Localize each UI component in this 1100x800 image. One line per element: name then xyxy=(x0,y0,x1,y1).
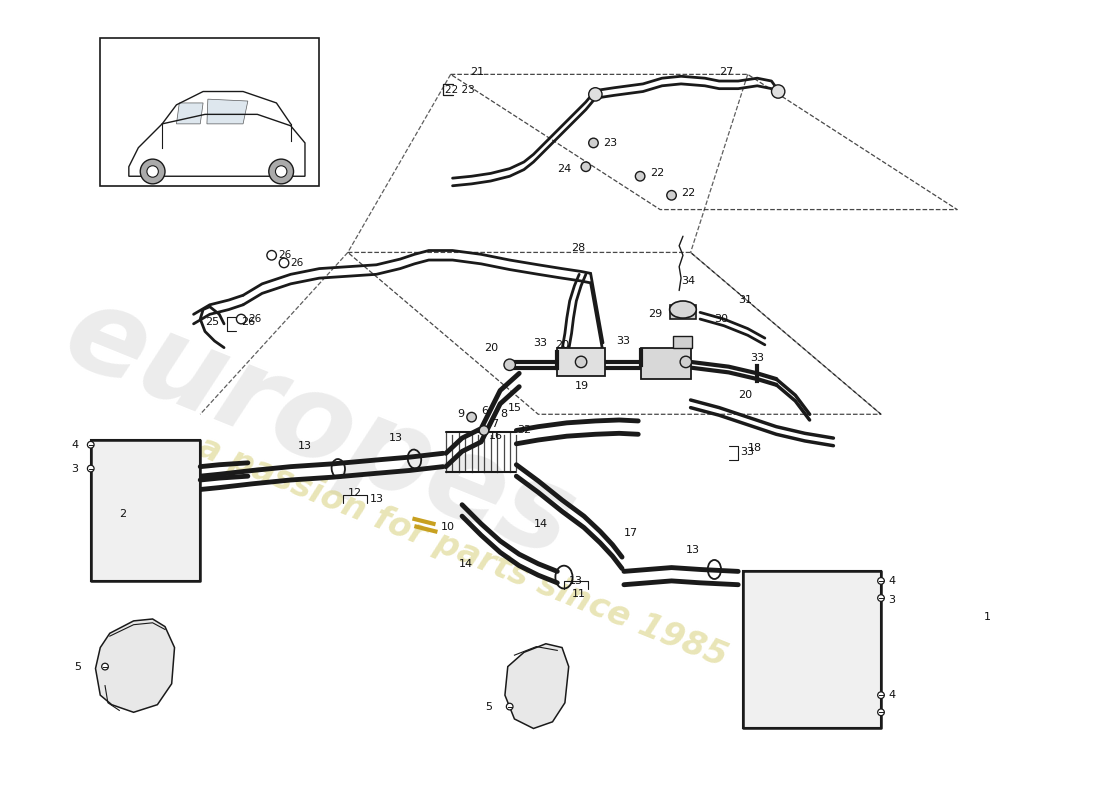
Text: 14: 14 xyxy=(534,518,548,529)
Text: 1: 1 xyxy=(983,612,991,622)
Text: 6: 6 xyxy=(481,406,488,417)
Text: 10: 10 xyxy=(441,522,455,532)
Text: 32: 32 xyxy=(517,426,531,435)
Text: 3: 3 xyxy=(72,463,78,474)
Circle shape xyxy=(680,356,692,368)
Circle shape xyxy=(504,359,516,370)
Text: 26: 26 xyxy=(290,258,304,268)
Text: 16: 16 xyxy=(488,431,503,441)
Text: 23: 23 xyxy=(603,138,617,148)
Text: 30: 30 xyxy=(714,314,728,324)
Bar xyxy=(670,305,696,319)
Text: 20: 20 xyxy=(738,390,752,400)
Text: 5: 5 xyxy=(74,662,81,671)
Circle shape xyxy=(588,138,598,148)
Text: 26: 26 xyxy=(278,250,292,260)
Text: 22 23: 22 23 xyxy=(444,85,475,94)
Circle shape xyxy=(275,166,287,178)
Text: europes: europes xyxy=(48,274,591,582)
Circle shape xyxy=(87,442,95,448)
Text: 20: 20 xyxy=(484,342,498,353)
Bar xyxy=(100,38,319,186)
Text: 4: 4 xyxy=(889,576,895,586)
Text: 13: 13 xyxy=(370,494,384,504)
Text: 22: 22 xyxy=(650,168,664,178)
Circle shape xyxy=(878,578,884,584)
Text: 8: 8 xyxy=(500,410,507,419)
Text: 4: 4 xyxy=(72,440,78,450)
Text: 2: 2 xyxy=(119,510,126,519)
Circle shape xyxy=(581,162,591,171)
Text: 13: 13 xyxy=(686,546,700,555)
Polygon shape xyxy=(207,99,248,124)
Text: 5: 5 xyxy=(485,702,493,711)
Polygon shape xyxy=(505,644,569,729)
Text: 13: 13 xyxy=(569,576,583,586)
Text: 14: 14 xyxy=(459,558,473,569)
Text: 15: 15 xyxy=(508,402,521,413)
Text: 12: 12 xyxy=(348,488,362,498)
Bar xyxy=(90,440,200,581)
Text: 3: 3 xyxy=(889,595,895,605)
Text: a passion for parts since 1985: a passion for parts since 1985 xyxy=(192,430,732,674)
Text: 13: 13 xyxy=(389,433,403,443)
Polygon shape xyxy=(641,348,691,379)
Text: 33: 33 xyxy=(740,447,755,458)
Circle shape xyxy=(636,171,645,181)
Circle shape xyxy=(575,356,586,368)
Text: 26: 26 xyxy=(241,317,255,327)
Circle shape xyxy=(101,663,109,670)
Text: 29: 29 xyxy=(648,310,662,319)
Text: 24: 24 xyxy=(558,164,572,174)
Text: 28: 28 xyxy=(572,242,586,253)
Polygon shape xyxy=(176,103,204,124)
Circle shape xyxy=(87,466,95,472)
Text: 22: 22 xyxy=(681,188,695,198)
Text: 34: 34 xyxy=(681,276,695,286)
Circle shape xyxy=(279,258,289,268)
Circle shape xyxy=(480,426,488,435)
Polygon shape xyxy=(673,336,693,348)
Text: 33: 33 xyxy=(534,338,548,348)
Text: 7: 7 xyxy=(491,419,498,429)
Circle shape xyxy=(236,314,246,324)
Text: 17: 17 xyxy=(624,528,638,538)
Text: 33: 33 xyxy=(750,353,764,363)
Text: 19: 19 xyxy=(574,381,589,390)
Text: 33: 33 xyxy=(616,336,630,346)
Polygon shape xyxy=(558,348,605,376)
Circle shape xyxy=(506,703,513,710)
Circle shape xyxy=(878,709,884,716)
Text: 26: 26 xyxy=(248,314,261,324)
Text: 13: 13 xyxy=(298,441,311,450)
Text: 31: 31 xyxy=(738,295,752,305)
Text: 4: 4 xyxy=(889,690,895,700)
Circle shape xyxy=(466,412,476,422)
Text: 9: 9 xyxy=(458,410,464,419)
Text: 18: 18 xyxy=(748,442,762,453)
Circle shape xyxy=(588,88,602,101)
Text: 25: 25 xyxy=(206,317,219,327)
Circle shape xyxy=(267,250,276,260)
Bar xyxy=(742,571,881,729)
Circle shape xyxy=(147,166,158,178)
Circle shape xyxy=(667,190,676,200)
Circle shape xyxy=(141,159,165,184)
Circle shape xyxy=(771,85,784,98)
Text: 20: 20 xyxy=(556,340,570,350)
Text: 11: 11 xyxy=(572,590,585,599)
Text: 21: 21 xyxy=(470,66,484,77)
Circle shape xyxy=(878,692,884,698)
Polygon shape xyxy=(96,619,175,712)
Circle shape xyxy=(268,159,294,184)
Ellipse shape xyxy=(670,301,696,318)
Text: 27: 27 xyxy=(719,66,734,77)
Circle shape xyxy=(878,594,884,602)
